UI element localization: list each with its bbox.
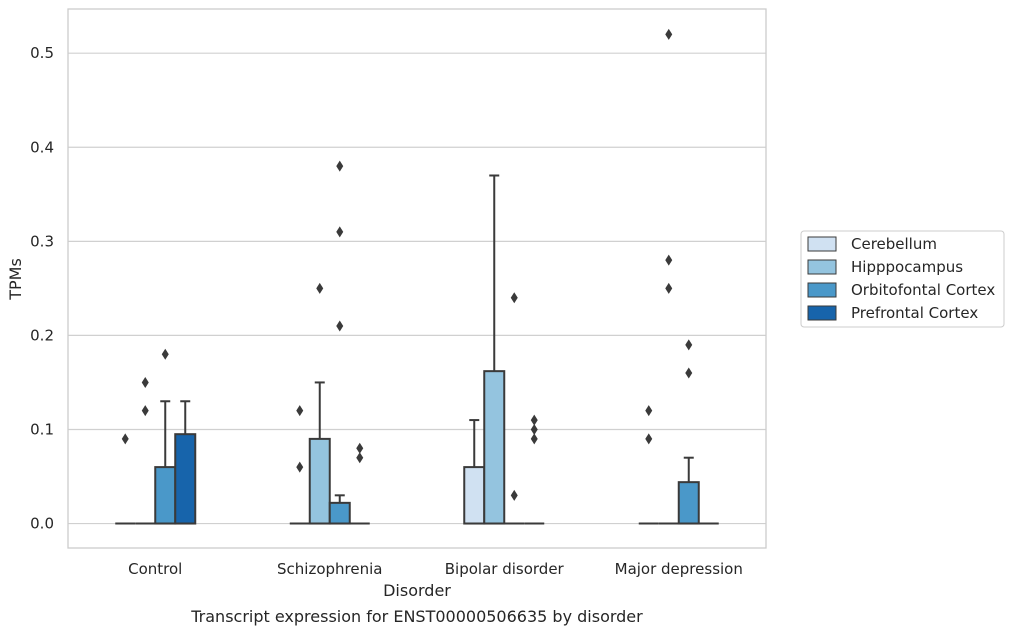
box-group bbox=[308, 282, 331, 525]
y-axis-label: TPMs bbox=[6, 258, 25, 301]
y-tick-label: 0.2 bbox=[30, 326, 54, 344]
x-tick-label: Bipolar disorder bbox=[445, 560, 565, 578]
x-axis-label: Disorder bbox=[383, 581, 451, 600]
outlier-point bbox=[685, 367, 693, 379]
grid-layer bbox=[68, 52, 766, 525]
outlier-point bbox=[161, 348, 169, 360]
outlier-point bbox=[296, 405, 304, 417]
x-tick-labels: Control Schizophrenia Bipolar disorder Majo… bbox=[128, 560, 743, 578]
outlier-point bbox=[356, 452, 364, 464]
outlier-point bbox=[665, 254, 673, 266]
outlier-point bbox=[336, 226, 344, 238]
legend-swatch bbox=[807, 236, 837, 252]
y-tick-label: 0.4 bbox=[30, 138, 54, 156]
outlier-point bbox=[316, 282, 324, 294]
box-group bbox=[174, 400, 197, 525]
box-group bbox=[289, 405, 310, 525]
outlier-point bbox=[336, 160, 344, 172]
legend-label: Orbitofontal Cortex bbox=[851, 281, 995, 299]
box-group bbox=[154, 348, 177, 525]
outlier-point bbox=[530, 423, 538, 435]
box-group bbox=[677, 339, 700, 525]
legend-swatch bbox=[807, 259, 837, 275]
y-tick-label: 0.3 bbox=[30, 232, 54, 250]
box-group bbox=[483, 174, 506, 525]
box bbox=[328, 501, 351, 525]
outlier-point bbox=[530, 414, 538, 426]
y-tick-label: 0.5 bbox=[30, 44, 54, 62]
legend-label: Cerebellum bbox=[851, 235, 937, 253]
legend-label: Prefrontal Cortex bbox=[851, 304, 978, 322]
outlier-point bbox=[510, 489, 518, 501]
x-tick-label: Schizophrenia bbox=[277, 560, 382, 578]
box-group bbox=[115, 433, 136, 525]
outlier-point bbox=[665, 282, 673, 294]
box-group bbox=[658, 28, 679, 525]
outlier-point bbox=[141, 376, 149, 388]
outlier-point bbox=[141, 405, 149, 417]
box-layer bbox=[115, 28, 719, 525]
y-tick-labels: 0.0 0.1 0.2 0.3 0.4 0.5 bbox=[30, 44, 54, 532]
outlier-point bbox=[296, 461, 304, 473]
legend: Cerebellum Hipppocampus Orbitofontal Corte… bbox=[800, 230, 1005, 328]
box-group bbox=[349, 442, 370, 525]
box bbox=[463, 466, 486, 525]
outlier-point bbox=[685, 339, 693, 351]
outlier-point bbox=[645, 405, 653, 417]
outlier-point bbox=[356, 442, 364, 454]
box-group bbox=[135, 376, 156, 525]
y-tick-label: 0.1 bbox=[30, 420, 54, 438]
outlier-point bbox=[645, 433, 653, 445]
outlier-point bbox=[510, 292, 518, 304]
outlier-point bbox=[665, 28, 673, 40]
box-group bbox=[328, 160, 351, 525]
box-group bbox=[524, 414, 545, 525]
box-group bbox=[504, 292, 525, 525]
outlier-point bbox=[336, 320, 344, 332]
box bbox=[483, 370, 506, 525]
outlier-point bbox=[530, 433, 538, 445]
box bbox=[677, 481, 700, 525]
legend-swatch bbox=[807, 305, 837, 321]
box bbox=[154, 466, 177, 525]
legend-swatch bbox=[807, 282, 837, 298]
legend-frame bbox=[800, 230, 1005, 328]
box-group bbox=[638, 405, 659, 525]
legend-label: Hipppocampus bbox=[851, 258, 963, 276]
x-tick-label: Control bbox=[128, 560, 182, 578]
box-group bbox=[463, 419, 486, 525]
figure-caption: Transcript expression for ENST0000050663… bbox=[190, 607, 643, 626]
y-tick-label: 0.0 bbox=[30, 515, 54, 533]
x-tick-label: Major depression bbox=[615, 560, 743, 578]
plot-frame bbox=[67, 8, 767, 549]
box bbox=[174, 433, 197, 525]
outlier-point bbox=[121, 433, 129, 445]
box bbox=[308, 437, 331, 525]
